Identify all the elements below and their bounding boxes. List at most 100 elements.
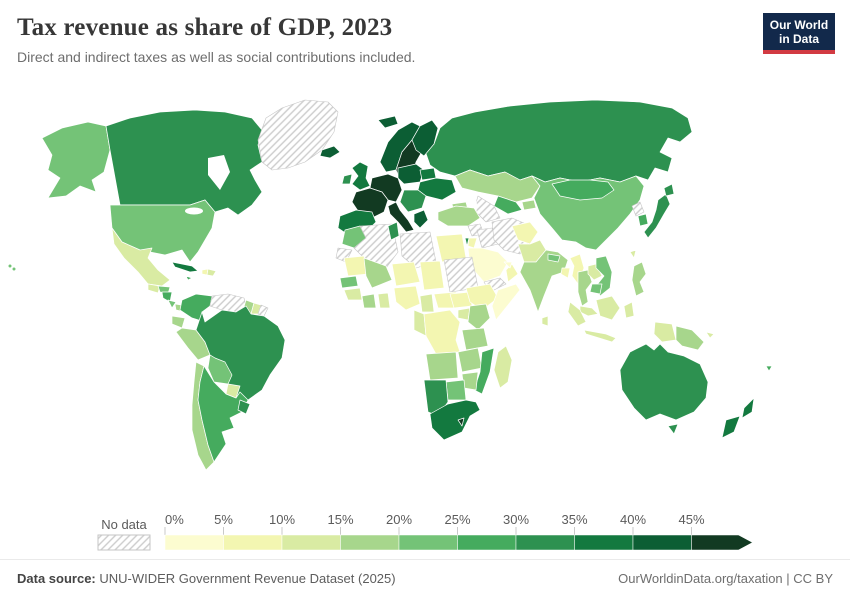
country-chad[interactable] (419, 260, 445, 291)
country-senegal[interactable] (339, 275, 359, 289)
country-mali[interactable] (363, 257, 393, 289)
country-indonesia-java[interactable] (583, 329, 617, 343)
country-tasmania[interactable] (667, 423, 679, 435)
country-ireland[interactable] (341, 173, 353, 185)
country-russia[interactable] (423, 99, 693, 183)
country-jamaica[interactable] (185, 275, 193, 281)
country-japan-hokkaido[interactable] (663, 183, 675, 197)
country-belarus[interactable] (419, 167, 437, 181)
country-ecuador[interactable] (171, 315, 186, 329)
country-kyrgyzstan[interactable] (521, 199, 537, 211)
country-greece[interactable] (413, 209, 429, 229)
country-afghanistan[interactable] (511, 221, 539, 245)
country-angola[interactable] (425, 351, 459, 381)
country-malaysia[interactable] (579, 305, 599, 317)
legend-no-data-swatch[interactable] (97, 534, 151, 551)
country-new-zealand-north[interactable] (741, 397, 755, 419)
country-tanzania[interactable] (461, 327, 489, 351)
country-mexico[interactable] (111, 227, 171, 287)
country-guatemala[interactable] (147, 283, 161, 294)
license-link[interactable]: OurWorldinData.org/taxation | CC BY (618, 571, 833, 586)
country-solomon-islands[interactable] (705, 331, 715, 339)
legend-segment-20%[interactable] (398, 534, 458, 551)
country-hawaii[interactable] (8, 264, 12, 268)
country-sri-lanka[interactable] (541, 315, 549, 327)
country-finland[interactable] (411, 119, 439, 157)
country-poland-baltics[interactable] (397, 163, 425, 185)
country-greenland[interactable] (257, 99, 339, 171)
country-madagascar[interactable] (493, 345, 513, 389)
legend-segment-10%[interactable] (281, 534, 341, 551)
country-bolivia[interactable] (207, 354, 233, 385)
legend-segment-35%[interactable] (574, 534, 634, 551)
legend-tick-label: 45% (678, 512, 704, 527)
country-argentina[interactable] (197, 365, 249, 463)
country-egypt[interactable] (435, 233, 467, 263)
country-taiwan[interactable] (629, 249, 637, 259)
country-india[interactable] (519, 249, 569, 313)
country-ivory-coast[interactable] (361, 293, 377, 309)
data-source-value: UNU-WIDER Government Revenue Dataset (20… (95, 571, 396, 586)
country-cambodia[interactable] (589, 283, 603, 295)
country-balkans[interactable] (399, 189, 427, 213)
country-indonesia-borneo[interactable] (595, 295, 621, 321)
country-svalbard[interactable] (377, 115, 399, 129)
country-indonesia-sumatra[interactable] (567, 301, 587, 327)
country-papua-new-guinea[interactable] (675, 325, 705, 351)
country-cameroon[interactable] (419, 293, 435, 313)
country-ghana[interactable] (377, 292, 391, 309)
country-ethiopia[interactable] (465, 283, 499, 311)
country-tunisia[interactable] (387, 221, 400, 241)
country-alaska[interactable] (41, 121, 111, 199)
country-hawaii[interactable] (12, 267, 16, 271)
owid-logo[interactable]: Our World in Data (763, 13, 835, 54)
country-guinea[interactable] (343, 287, 363, 301)
legend-segment-40%[interactable] (632, 534, 692, 551)
country-indonesia-papua[interactable] (653, 321, 677, 343)
country-australia[interactable] (619, 343, 709, 421)
country-turkey[interactable] (437, 205, 481, 227)
country-bangladesh[interactable] (560, 267, 571, 279)
country-indonesia-sulawesi[interactable] (623, 301, 635, 319)
country-botswana[interactable] (445, 379, 467, 401)
country-north-korea[interactable] (631, 201, 645, 217)
country-philippines[interactable] (631, 261, 647, 297)
country-united-kingdom[interactable] (351, 161, 371, 191)
country-uzbekistan[interactable] (493, 195, 523, 215)
country-lesotho[interactable] (457, 417, 465, 427)
country-south-korea[interactable] (637, 213, 649, 227)
country-new-zealand-south[interactable] (721, 415, 741, 439)
country-dominican-republic[interactable] (206, 268, 217, 277)
country-uruguay[interactable] (237, 399, 251, 415)
country-costa-rica[interactable] (167, 299, 177, 309)
legend-segment-15%[interactable] (340, 534, 400, 551)
country-japan[interactable] (643, 193, 671, 239)
country-fiji[interactable] (765, 365, 773, 372)
legend-segment-25%[interactable] (457, 534, 517, 551)
legend-segment-5%[interactable] (223, 534, 283, 551)
country-brazil[interactable] (195, 305, 286, 406)
country-iceland[interactable] (319, 145, 341, 159)
country-cuba[interactable] (171, 261, 199, 273)
legend-segment-0%[interactable] (164, 534, 224, 551)
country-nepal[interactable] (547, 253, 561, 263)
legend-segment-30%[interactable] (515, 534, 575, 551)
country-drc[interactable] (423, 309, 461, 355)
country-laos[interactable] (587, 263, 603, 281)
country-uae[interactable] (503, 261, 513, 269)
country-mongolia[interactable] (551, 179, 615, 201)
country-israel[interactable] (464, 237, 470, 247)
country-mozambique[interactable] (473, 347, 495, 395)
country-south-africa[interactable] (429, 399, 481, 441)
country-jordan[interactable] (467, 237, 478, 249)
country-zambia[interactable] (457, 347, 483, 373)
country-niger[interactable] (391, 261, 421, 287)
country-canada[interactable] (105, 109, 263, 216)
country-italy[interactable] (387, 201, 415, 233)
country-oman[interactable] (505, 263, 519, 283)
country-kenya[interactable] (467, 303, 491, 331)
country-somalia[interactable] (491, 283, 521, 321)
country-nigeria[interactable] (393, 285, 421, 311)
legend-segment-45%[interactable] (691, 534, 754, 551)
